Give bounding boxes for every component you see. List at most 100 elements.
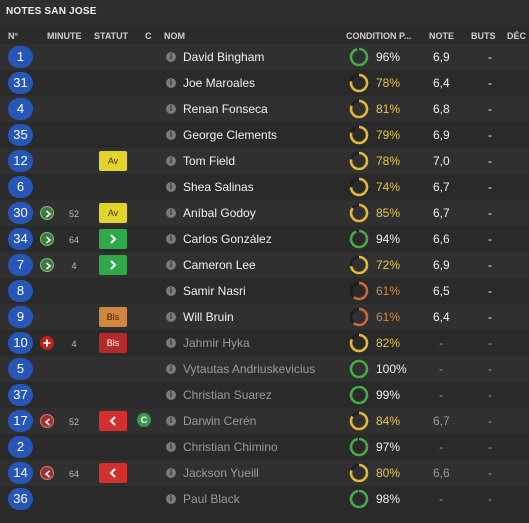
condition-ring-icon — [349, 281, 369, 301]
yellow-card-badge: Av — [99, 203, 127, 223]
condition-value: 61% — [376, 284, 401, 298]
player-name[interactable]: Darwin Cerén — [183, 414, 257, 428]
header-num[interactable]: N° — [8, 31, 19, 41]
player-name[interactable]: Samir Nasri — [183, 284, 246, 298]
player-name[interactable]: Joe Maroales — [183, 76, 256, 90]
chevron-left-icon — [109, 468, 116, 478]
info-icon[interactable]: i — [166, 182, 176, 192]
player-name[interactable]: Jackson Yueill — [183, 466, 259, 480]
match-rating: 6,6 — [433, 466, 450, 480]
goals-value: - — [488, 102, 492, 116]
player-name[interactable]: Jahmir Hyka — [183, 336, 250, 350]
match-rating: 6,5 — [433, 284, 450, 298]
info-icon[interactable]: i — [166, 208, 176, 218]
player-name[interactable]: Cameron Lee — [183, 258, 256, 272]
condition-ring-icon — [349, 99, 369, 119]
info-icon[interactable]: i — [166, 468, 176, 478]
info-icon[interactable]: i — [166, 130, 176, 140]
goals-value: - — [488, 388, 492, 402]
player-name[interactable]: George Clements — [183, 128, 278, 142]
shirt-number-badge: 35 — [8, 124, 33, 146]
info-icon[interactable]: i — [166, 442, 176, 452]
info-icon[interactable]: i — [166, 286, 176, 296]
match-rating: 6,9 — [433, 50, 450, 64]
condition-value: 61% — [376, 310, 401, 324]
info-icon[interactable]: i — [166, 338, 176, 348]
table-row[interactable]: 30 52 Av i Aníbal Godoy 85% 6,7 - — [0, 200, 529, 226]
goals-value: - — [488, 180, 492, 194]
condition-ring-icon — [349, 177, 369, 197]
table-row[interactable]: 1 i David Bingham 96% 6,9 - — [0, 44, 529, 70]
table-row[interactable]: 37 i Christian Suarez 99% - - — [0, 382, 529, 408]
table-row[interactable]: 31 i Joe Maroales 78% 6,4 - — [0, 70, 529, 96]
info-icon[interactable]: i — [166, 494, 176, 504]
header-statut[interactable]: STATUT — [94, 31, 129, 41]
table-row[interactable]: 10 4 Bls i Jahmir Hyka 82% - - — [0, 330, 529, 356]
table-row[interactable]: 35 i George Clements 79% 6,9 - — [0, 122, 529, 148]
info-icon[interactable]: i — [166, 52, 176, 62]
match-rating: 6,7 — [433, 414, 450, 428]
header-minute[interactable]: MINUTE — [47, 31, 82, 41]
header-dec[interactable]: DÉC — [507, 31, 527, 41]
condition-ring-icon — [349, 411, 369, 431]
shirt-number-badge: 14 — [8, 462, 33, 484]
info-icon[interactable]: i — [166, 390, 176, 400]
player-name[interactable]: Vytautas Andriuskevicius — [183, 362, 316, 376]
table-row[interactable]: 9 Bls i Will Bruin 61% 6,4 - — [0, 304, 529, 330]
player-name[interactable]: Renan Fonseca — [183, 102, 268, 116]
condition-ring-icon — [349, 333, 369, 353]
condition-value: 96% — [376, 50, 401, 64]
info-icon[interactable]: i — [166, 156, 176, 166]
player-name[interactable]: Christian Chimino — [183, 440, 278, 454]
condition-value: 99% — [376, 388, 401, 402]
condition-value: 79% — [376, 128, 401, 142]
header-note[interactable]: NOTE — [429, 31, 455, 41]
player-name[interactable]: Aníbal Godoy — [183, 206, 256, 220]
table-row[interactable]: 36 i Paul Black 98% - - — [0, 486, 529, 512]
table-row[interactable]: 14 64 i Jackson Yueill 80% 6,6 - — [0, 460, 529, 486]
player-name[interactable]: Christian Suarez — [183, 388, 272, 402]
condition-value: 74% — [376, 180, 401, 194]
player-name[interactable]: Tom Field — [183, 154, 236, 168]
table-row[interactable]: 8 i Samir Nasri 61% 6,5 - — [0, 278, 529, 304]
condition-value: 84% — [376, 414, 401, 428]
table-row[interactable]: 6 i Shea Salinas 74% 6,7 - — [0, 174, 529, 200]
title-bar: NOTES SAN JOSE — [0, 0, 529, 26]
player-name[interactable]: Will Bruin — [183, 310, 234, 324]
condition-value: 85% — [376, 206, 401, 220]
info-icon[interactable]: i — [166, 234, 176, 244]
player-name[interactable]: David Bingham — [183, 50, 265, 64]
info-icon[interactable]: i — [166, 416, 176, 426]
table-row[interactable]: 12 Av i Tom Field 78% 7,0 - — [0, 148, 529, 174]
condition-ring-icon — [349, 73, 369, 93]
condition-ring-icon — [349, 255, 369, 275]
info-icon[interactable]: i — [166, 260, 176, 270]
table-row[interactable]: 5 i Vytautas Andriuskevicius 100% - - — [0, 356, 529, 382]
shirt-number-badge: 12 — [8, 150, 33, 172]
condition-value: 82% — [376, 336, 401, 350]
condition-ring-icon — [349, 359, 369, 379]
header-nom[interactable]: NOM — [164, 31, 185, 41]
header-captain[interactable]: C — [145, 31, 152, 41]
info-icon[interactable]: i — [166, 78, 176, 88]
condition-value: 94% — [376, 232, 401, 246]
condition-ring-icon — [349, 307, 369, 327]
header-buts[interactable]: BUTS — [471, 31, 496, 41]
info-icon[interactable]: i — [166, 312, 176, 322]
header-condition[interactable]: CONDITION P... — [346, 31, 412, 41]
shirt-number-badge: 9 — [8, 306, 33, 328]
player-name[interactable]: Carlos González — [183, 232, 272, 246]
sub-in-icon — [40, 258, 54, 272]
player-name[interactable]: Shea Salinas — [183, 180, 254, 194]
info-icon[interactable]: i — [166, 364, 176, 374]
table-row[interactable]: 7 4 i Cameron Lee 72% 6,9 - — [0, 252, 529, 278]
table-row[interactable]: 2 i Christian Chimino 97% - - — [0, 434, 529, 460]
match-rating: 6,7 — [433, 206, 450, 220]
match-rating: 6,4 — [433, 76, 450, 90]
shirt-number-badge: 37 — [8, 384, 33, 406]
table-row[interactable]: 4 i Renan Fonseca 81% 6,8 - — [0, 96, 529, 122]
table-row[interactable]: 34 64 i Carlos González 94% 6,6 - — [0, 226, 529, 252]
player-name[interactable]: Paul Black — [183, 492, 240, 506]
info-icon[interactable]: i — [166, 104, 176, 114]
